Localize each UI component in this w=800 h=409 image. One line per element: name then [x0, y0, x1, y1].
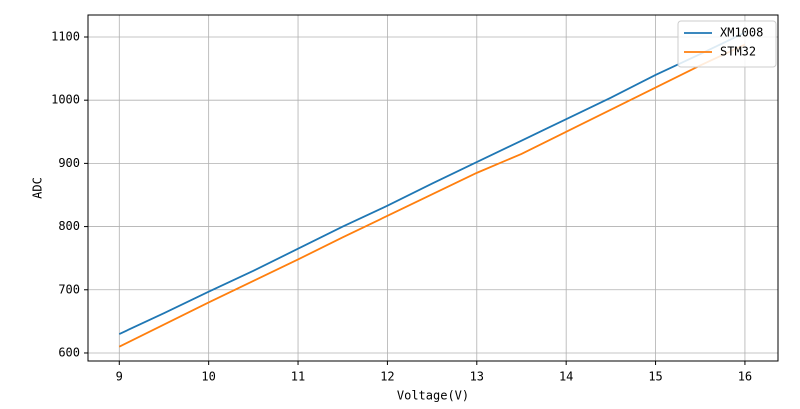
x-axis-label: Voltage(V)	[397, 389, 469, 403]
data-line	[118, 43, 746, 348]
x-tick-label: 14	[559, 370, 573, 384]
plot-frame	[87, 14, 779, 362]
x-tick-label: 13	[470, 370, 484, 384]
legend-label: STM32	[720, 45, 756, 59]
x-tick-label: 10	[201, 370, 215, 384]
x-tick-label: 15	[648, 370, 662, 384]
x-tick-label: 16	[738, 370, 752, 384]
data-line	[118, 31, 746, 335]
y-tick-label: 1000	[51, 93, 80, 107]
y-tick-label: 700	[58, 282, 80, 296]
x-tick-label: 9	[116, 370, 123, 384]
y-tick-label: 600	[58, 345, 80, 359]
x-tick-label: 12	[380, 370, 394, 384]
y-axis-label: ADC	[31, 177, 45, 199]
y-tick-label: 900	[58, 156, 80, 170]
y-tick-label: 1100	[51, 29, 80, 43]
x-tick-label: 11	[291, 370, 305, 384]
legend-label: XM1008	[720, 26, 763, 40]
y-tick-label: 800	[58, 219, 80, 233]
